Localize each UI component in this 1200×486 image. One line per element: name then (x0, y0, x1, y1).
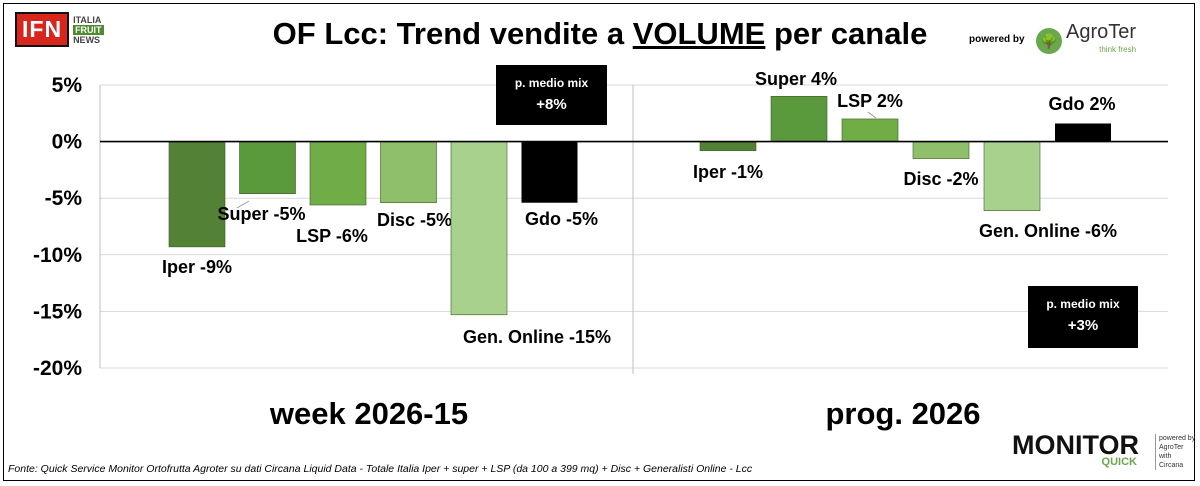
bar (239, 141, 296, 194)
tree-icon: 🌳 (1036, 28, 1062, 54)
x-category-label: prog. 2026 (825, 396, 980, 431)
bar (699, 141, 757, 151)
monitor-quick-word: QUICK (1101, 456, 1137, 468)
leader-line (236, 200, 250, 209)
source-note: Fonte: Quick Service Monitor Ortofrutta … (8, 463, 753, 475)
agroter-logo: 🌳 AgroTer think fresh (1036, 22, 1136, 60)
bar (983, 141, 1041, 211)
title-prefix: OF Lcc: Trend vendite a (272, 16, 633, 51)
data-label: Gen. Online -6% (979, 221, 1117, 241)
bar (1055, 123, 1111, 142)
mix-box-label: p. medio mix (515, 76, 589, 90)
bar (168, 141, 226, 248)
monitor-side-line1: powered by (1159, 435, 1196, 442)
data-label: Gen. Online -15% (463, 327, 611, 347)
data-label: LSP -6% (296, 226, 368, 246)
mix-box-label: p. medio mix (1046, 297, 1120, 311)
data-label: Super -5% (217, 204, 305, 224)
title-underlined: VOLUME (632, 16, 766, 51)
bar (841, 118, 899, 142)
mix-box-value: +3% (1068, 317, 1098, 334)
leader-line (867, 111, 877, 119)
data-label: Disc -2% (903, 169, 978, 189)
bar (309, 141, 367, 206)
monitor-side-line4: Circana (1159, 462, 1184, 469)
bar (912, 141, 970, 159)
agroter-name: AgroTer (1066, 21, 1137, 43)
mix-box (496, 65, 607, 125)
data-label: Iper -1% (693, 162, 763, 182)
monitor-side-line2: AgroTer (1159, 444, 1184, 451)
bar (521, 141, 578, 203)
chart-title: OF Lcc: Trend vendite a VOLUME per canal… (0, 16, 1200, 52)
data-label: Super 4% (755, 69, 837, 89)
monitor-quick-logo: MONITOR QUICK (1012, 430, 1139, 469)
monitor-side-line3: with (1159, 453, 1172, 460)
data-label: Gdo -5% (525, 209, 598, 229)
data-label: LSP 2% (837, 91, 903, 111)
bar (380, 141, 437, 204)
ifn-logo-line1: ITALIA (73, 14, 102, 25)
ifn-logo-text: ITALIA FRUIT NEWS (73, 15, 104, 45)
data-label: Disc -5% (377, 210, 452, 230)
monitor-word: MONITOR (1012, 430, 1139, 460)
ifn-logo: IFN ITALIA FRUIT NEWS (15, 12, 104, 47)
ifn-logo-mark: IFN (15, 12, 70, 47)
ifn-logo-line2: FRUIT (73, 24, 104, 35)
bar (450, 141, 508, 316)
y-tick-label: -5% (45, 187, 83, 210)
data-label: Iper -9% (162, 257, 232, 277)
y-tick-label: -10% (33, 244, 82, 267)
powered-by-label: powered by (969, 34, 1025, 45)
title-suffix: per canale (765, 16, 928, 51)
agroter-tagline: think fresh (1099, 45, 1137, 54)
mix-box (1028, 286, 1138, 348)
y-tick-label: -15% (33, 300, 82, 323)
bar (770, 96, 828, 142)
agroter-brand: AgroTer think fresh (1066, 22, 1136, 60)
ifn-logo-line3: NEWS (73, 34, 101, 45)
x-category-label: week 2026-15 (269, 396, 468, 431)
mix-box-value: +8% (536, 96, 566, 113)
y-tick-label: 0% (52, 131, 83, 154)
y-tick-label: 5% (52, 74, 83, 97)
data-label: Gdo 2% (1048, 94, 1115, 114)
monitor-side-text: powered by AgroTer with Circana (1155, 434, 1195, 470)
y-tick-label: -20% (33, 357, 82, 380)
